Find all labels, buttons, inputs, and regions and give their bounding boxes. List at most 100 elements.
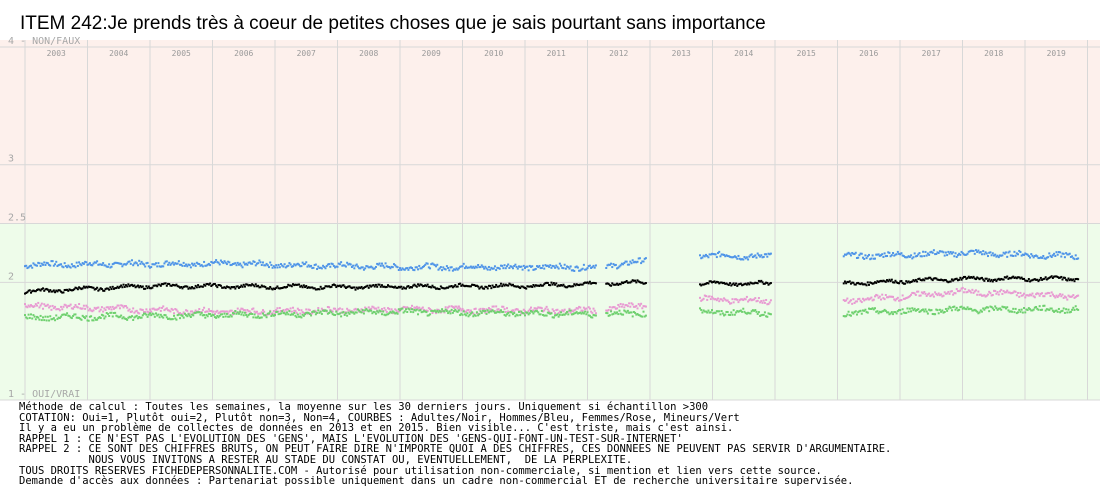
data-point xyxy=(579,283,582,286)
data-point xyxy=(174,308,177,311)
data-point xyxy=(842,282,845,285)
data-point xyxy=(310,286,313,289)
data-point xyxy=(31,266,34,269)
data-point xyxy=(930,294,933,297)
data-point xyxy=(102,310,105,313)
data-point xyxy=(338,307,341,310)
data-point xyxy=(174,284,177,287)
data-point xyxy=(356,287,359,290)
data-point xyxy=(162,265,165,268)
data-point xyxy=(457,267,460,270)
data-point xyxy=(995,280,998,283)
data-point xyxy=(186,309,189,312)
data-point xyxy=(484,309,487,312)
data-point xyxy=(766,315,769,318)
data-point xyxy=(221,260,224,263)
data-point xyxy=(38,262,41,265)
data-point xyxy=(495,311,498,314)
data-point xyxy=(468,285,471,288)
data-point xyxy=(179,286,182,289)
data-point xyxy=(453,285,456,288)
data-point xyxy=(761,313,764,316)
data-point xyxy=(519,287,522,290)
data-point xyxy=(1017,276,1020,279)
data-point xyxy=(241,266,244,269)
data-point xyxy=(625,260,628,263)
data-point xyxy=(585,281,588,284)
data-point xyxy=(566,286,569,289)
data-point xyxy=(546,311,549,314)
data-point xyxy=(608,306,611,309)
data-point xyxy=(706,255,709,258)
data-point xyxy=(281,287,284,290)
data-point xyxy=(40,302,43,305)
data-point xyxy=(164,282,167,285)
data-point xyxy=(121,304,124,307)
data-point xyxy=(499,264,502,267)
data-point xyxy=(510,284,513,287)
data-point xyxy=(67,264,70,267)
data-point xyxy=(588,264,591,267)
data-point xyxy=(347,311,350,314)
data-point xyxy=(560,264,563,267)
data-point xyxy=(857,298,860,301)
data-point xyxy=(857,311,860,314)
data-point xyxy=(136,311,139,314)
data-point xyxy=(714,311,717,314)
data-point xyxy=(483,287,486,290)
data-point xyxy=(54,291,57,294)
data-point xyxy=(1000,254,1003,257)
data-point xyxy=(168,309,171,312)
data-point xyxy=(622,303,625,306)
data-point xyxy=(362,286,365,289)
data-point xyxy=(407,268,410,271)
data-point xyxy=(167,309,170,312)
data-point xyxy=(576,283,579,286)
y-tick-label: 2.5 xyxy=(8,213,26,224)
data-point xyxy=(573,309,576,312)
data-point xyxy=(1030,253,1033,256)
data-point xyxy=(1008,310,1011,313)
data-point xyxy=(317,288,320,291)
data-point xyxy=(720,298,723,301)
data-point xyxy=(302,311,305,314)
data-point xyxy=(608,263,611,266)
data-point xyxy=(1042,254,1045,257)
data-point xyxy=(251,262,254,265)
data-point xyxy=(105,265,108,268)
data-point xyxy=(1033,306,1036,309)
data-point xyxy=(261,309,264,312)
data-point xyxy=(1006,289,1009,292)
data-point xyxy=(966,291,969,294)
data-point xyxy=(736,310,739,313)
data-point xyxy=(135,285,138,288)
data-point xyxy=(632,279,635,282)
data-point xyxy=(284,266,287,269)
data-point xyxy=(201,285,204,288)
data-point xyxy=(586,281,589,284)
data-point xyxy=(467,309,470,312)
data-point xyxy=(112,262,115,265)
data-point xyxy=(707,282,710,285)
data-point xyxy=(364,267,367,270)
data-point xyxy=(175,283,178,286)
data-point xyxy=(419,309,422,312)
data-point xyxy=(355,263,358,266)
data-point xyxy=(619,264,622,267)
data-point xyxy=(242,283,245,286)
data-point xyxy=(1037,257,1040,260)
data-point xyxy=(587,314,590,317)
data-point xyxy=(556,266,559,269)
data-point xyxy=(435,312,438,315)
data-point xyxy=(212,310,215,313)
data-point xyxy=(760,254,763,257)
data-point xyxy=(561,266,564,269)
data-point xyxy=(505,284,508,287)
data-point xyxy=(866,297,869,300)
data-point xyxy=(749,312,752,315)
data-point xyxy=(760,279,763,282)
data-point xyxy=(924,292,927,295)
data-point xyxy=(334,314,337,317)
data-point xyxy=(420,283,423,286)
data-point xyxy=(875,281,878,284)
